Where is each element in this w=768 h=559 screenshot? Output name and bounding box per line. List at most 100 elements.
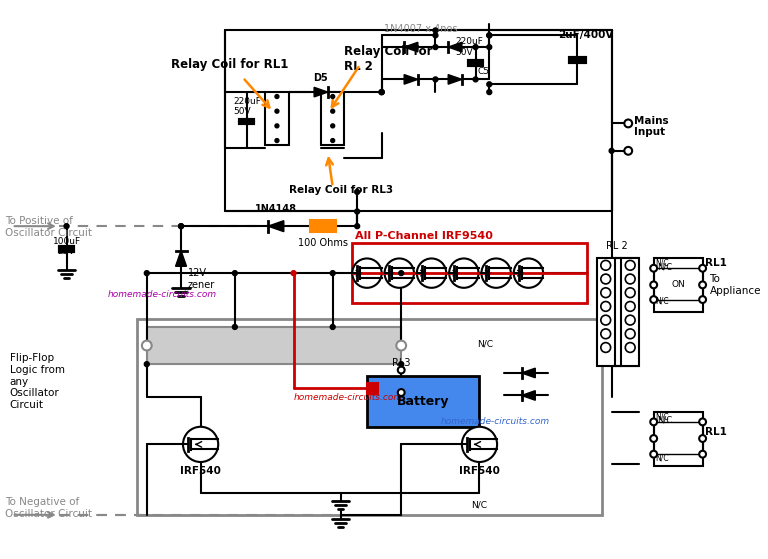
Text: C5: C5 [478,68,489,77]
Circle shape [331,139,335,143]
Circle shape [355,224,359,229]
Circle shape [487,33,492,38]
Circle shape [331,109,335,113]
Polygon shape [268,221,284,231]
Text: Battery: Battery [396,395,449,408]
Circle shape [625,329,635,339]
Text: N/C: N/C [472,500,488,509]
Text: RL1: RL1 [704,258,727,268]
Polygon shape [449,42,462,52]
Text: IRF540: IRF540 [459,466,500,476]
Text: To Positive of
Oscillator Circuit: To Positive of Oscillator Circuit [5,216,92,238]
Text: N/C: N/C [657,262,673,271]
Circle shape [462,427,497,462]
Polygon shape [314,87,328,97]
Circle shape [275,139,279,143]
Bar [265,92,289,145]
Text: 2uF/400V: 2uF/400V [558,30,613,40]
Polygon shape [404,42,418,52]
Circle shape [482,258,511,288]
Circle shape [399,271,404,276]
Circle shape [433,77,438,82]
Circle shape [601,343,611,352]
Text: 220uF
50V: 220uF 50V [233,97,261,116]
Circle shape [624,120,632,127]
Text: 1N4007 x 4nos: 1N4007 x 4nos [384,23,458,34]
Circle shape [625,315,635,325]
Bar [353,243,587,304]
Text: homemade-circuits.com: homemade-circuits.com [108,290,217,299]
Circle shape [625,301,635,311]
Circle shape [398,367,405,373]
Circle shape [625,343,635,352]
Circle shape [331,124,335,128]
Text: ON: ON [671,281,685,290]
Circle shape [144,362,149,367]
Text: N/C: N/C [656,297,669,306]
Circle shape [609,148,614,153]
Text: IRF540: IRF540 [180,466,221,476]
Text: N/C: N/C [656,258,669,267]
Text: N/C: N/C [657,415,673,424]
Circle shape [398,389,405,396]
Circle shape [650,435,657,442]
Circle shape [433,45,438,50]
Text: 100 Ohms: 100 Ohms [298,238,348,248]
Circle shape [433,28,438,33]
Circle shape [399,362,404,367]
Text: N/C: N/C [656,412,669,421]
Circle shape [379,89,384,94]
Circle shape [601,288,611,297]
Bar [621,258,639,366]
Circle shape [601,315,611,325]
Circle shape [650,296,657,303]
Circle shape [601,274,611,284]
Polygon shape [521,368,535,378]
Circle shape [385,258,414,288]
Text: 100uF
25V: 100uF 25V [52,237,81,257]
Circle shape [275,94,279,98]
Bar [654,412,703,466]
Text: 1N4148: 1N4148 [255,205,297,215]
Circle shape [233,271,237,276]
Circle shape [64,224,69,229]
Bar [147,327,401,364]
Text: Relay Coil for RL3: Relay Coil for RL3 [289,185,392,195]
Text: D5: D5 [313,73,329,83]
Polygon shape [404,74,418,84]
Circle shape [625,288,635,297]
Circle shape [699,435,706,442]
Circle shape [624,147,632,155]
Circle shape [625,274,635,284]
Circle shape [379,89,384,94]
Bar [597,258,614,366]
Circle shape [179,224,184,229]
Text: homemade-circuits.com: homemade-circuits.com [440,417,549,426]
Text: Flip-Flop
Logic from
any
Oscillator
Circuit: Flip-Flop Logic from any Oscillator Circ… [10,353,65,410]
Circle shape [514,258,543,288]
Circle shape [179,224,184,229]
Circle shape [699,282,706,288]
Circle shape [650,451,657,458]
Text: All P-Channel IRF9540: All P-Channel IRF9540 [356,231,493,241]
Circle shape [473,77,478,82]
Text: Mains
Input: Mains Input [634,116,669,137]
Circle shape [379,89,384,94]
Circle shape [417,258,446,288]
Text: To
Appliance: To Appliance [710,274,761,296]
Circle shape [355,209,359,214]
Bar [367,383,378,394]
Text: Relay Coil for RL1: Relay Coil for RL1 [171,58,289,71]
Circle shape [699,296,706,303]
Text: RL 2: RL 2 [606,240,627,250]
Circle shape [275,109,279,113]
Circle shape [449,258,478,288]
Polygon shape [521,391,535,400]
Circle shape [487,33,492,38]
Circle shape [433,33,438,38]
Circle shape [625,260,635,270]
Circle shape [291,271,296,276]
Bar [654,258,703,312]
Circle shape [650,419,657,425]
Circle shape [233,325,237,329]
